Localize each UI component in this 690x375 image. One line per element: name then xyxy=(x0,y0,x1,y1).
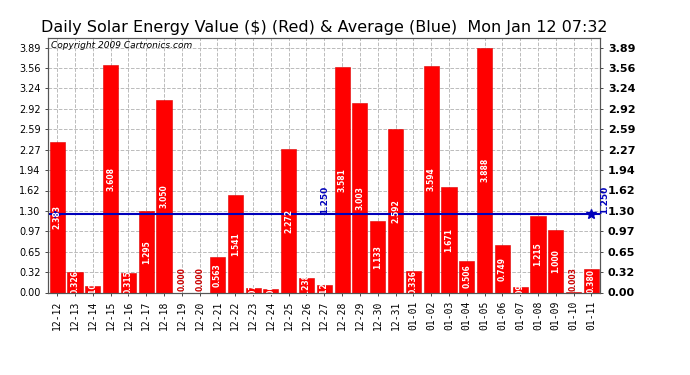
Text: 1.000: 1.000 xyxy=(551,249,560,273)
Bar xyxy=(513,286,528,292)
Text: 1.250: 1.250 xyxy=(600,186,609,214)
Bar xyxy=(406,272,421,292)
Text: 1.215: 1.215 xyxy=(533,242,542,266)
Bar xyxy=(442,187,457,292)
Bar xyxy=(103,65,118,292)
Bar xyxy=(388,129,403,292)
Bar xyxy=(424,66,439,292)
Bar xyxy=(86,286,100,292)
Text: 1.541: 1.541 xyxy=(230,232,239,256)
Bar xyxy=(68,272,83,292)
Text: 0.124: 0.124 xyxy=(319,277,329,300)
Text: 3.581: 3.581 xyxy=(337,168,346,192)
Text: 3.050: 3.050 xyxy=(159,184,168,209)
Text: 3.608: 3.608 xyxy=(106,167,115,191)
Text: 3.888: 3.888 xyxy=(480,158,489,182)
Text: 1.295: 1.295 xyxy=(141,240,150,264)
Bar xyxy=(353,104,368,292)
Text: 0.315: 0.315 xyxy=(124,271,133,294)
Text: 0.000: 0.000 xyxy=(177,267,186,291)
Text: 3.003: 3.003 xyxy=(355,186,364,210)
Text: 0.000: 0.000 xyxy=(195,267,204,291)
Text: 1.671: 1.671 xyxy=(444,228,453,252)
Title: Daily Solar Energy Value ($) (Red) & Average (Blue)  Mon Jan 12 07:32: Daily Solar Energy Value ($) (Red) & Ave… xyxy=(41,20,608,35)
Text: 0.093: 0.093 xyxy=(515,278,524,302)
Bar xyxy=(299,278,314,292)
Bar xyxy=(495,245,510,292)
Text: 0.108: 0.108 xyxy=(88,277,97,301)
Text: 0.749: 0.749 xyxy=(498,257,507,281)
Text: 0.074: 0.074 xyxy=(248,278,257,302)
Text: 3.594: 3.594 xyxy=(426,168,435,191)
Bar xyxy=(264,288,279,292)
Bar xyxy=(121,273,136,292)
Bar xyxy=(335,67,350,292)
Bar xyxy=(370,221,385,292)
Bar xyxy=(228,195,243,292)
Bar xyxy=(157,100,172,292)
Bar xyxy=(317,285,332,292)
Bar xyxy=(281,150,296,292)
Bar xyxy=(549,230,563,292)
Text: 0.563: 0.563 xyxy=(213,263,222,286)
Bar xyxy=(459,261,474,292)
Text: 2.383: 2.383 xyxy=(52,206,61,230)
Bar xyxy=(50,142,65,292)
Bar xyxy=(584,268,599,292)
Text: Copyright 2009 Cartronics.com: Copyright 2009 Cartronics.com xyxy=(51,41,193,50)
Text: 0.336: 0.336 xyxy=(409,270,418,294)
Bar xyxy=(246,288,261,292)
Text: 1.133: 1.133 xyxy=(373,245,382,269)
Bar xyxy=(477,48,492,292)
Text: 0.380: 0.380 xyxy=(587,268,596,292)
Text: 0.326: 0.326 xyxy=(70,270,79,294)
Text: 1.250: 1.250 xyxy=(319,186,329,214)
Text: 0.506: 0.506 xyxy=(462,265,471,288)
Text: 0.003: 0.003 xyxy=(569,267,578,291)
Text: 0.238: 0.238 xyxy=(302,273,311,297)
Bar xyxy=(139,211,154,292)
Bar xyxy=(210,257,225,292)
Text: 0.063: 0.063 xyxy=(266,279,275,303)
Text: 2.272: 2.272 xyxy=(284,209,293,233)
Text: 2.592: 2.592 xyxy=(391,199,400,223)
Bar xyxy=(531,216,546,292)
